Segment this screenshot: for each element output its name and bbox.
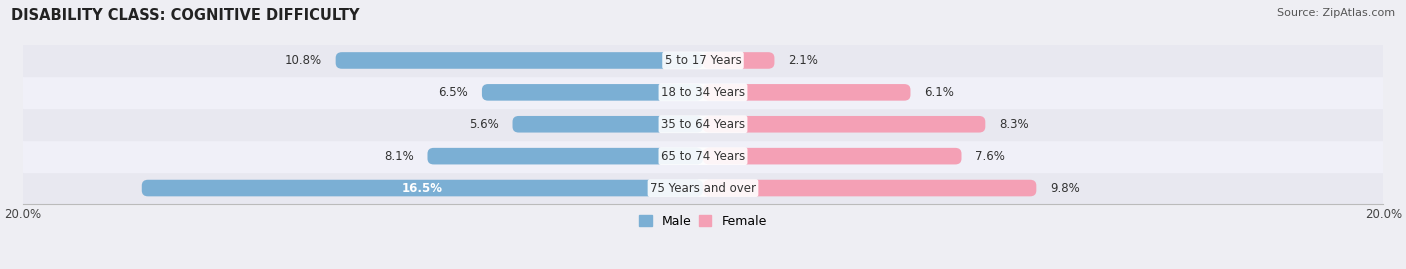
- FancyBboxPatch shape: [703, 180, 1036, 196]
- FancyBboxPatch shape: [142, 180, 703, 196]
- Bar: [22, 44, 1384, 76]
- FancyBboxPatch shape: [482, 84, 703, 101]
- Text: 16.5%: 16.5%: [402, 182, 443, 194]
- Bar: [22, 172, 1384, 204]
- Text: DISABILITY CLASS: COGNITIVE DIFFICULTY: DISABILITY CLASS: COGNITIVE DIFFICULTY: [11, 8, 360, 23]
- Text: 8.3%: 8.3%: [998, 118, 1029, 131]
- Text: 35 to 64 Years: 35 to 64 Years: [661, 118, 745, 131]
- Text: 2.1%: 2.1%: [787, 54, 818, 67]
- Bar: [22, 108, 1384, 140]
- Text: 6.5%: 6.5%: [439, 86, 468, 99]
- FancyBboxPatch shape: [703, 84, 911, 101]
- Text: 65 to 74 Years: 65 to 74 Years: [661, 150, 745, 163]
- FancyBboxPatch shape: [336, 52, 703, 69]
- Text: 8.1%: 8.1%: [384, 150, 413, 163]
- Bar: [22, 140, 1384, 172]
- Text: 10.8%: 10.8%: [285, 54, 322, 67]
- Bar: [22, 76, 1384, 108]
- Text: 18 to 34 Years: 18 to 34 Years: [661, 86, 745, 99]
- FancyBboxPatch shape: [703, 116, 986, 133]
- Text: 6.1%: 6.1%: [924, 86, 953, 99]
- FancyBboxPatch shape: [427, 148, 703, 164]
- Text: 7.6%: 7.6%: [976, 150, 1005, 163]
- Text: 5 to 17 Years: 5 to 17 Years: [665, 54, 741, 67]
- Text: 75 Years and over: 75 Years and over: [650, 182, 756, 194]
- Text: Source: ZipAtlas.com: Source: ZipAtlas.com: [1277, 8, 1395, 18]
- Text: 5.6%: 5.6%: [470, 118, 499, 131]
- FancyBboxPatch shape: [703, 52, 775, 69]
- FancyBboxPatch shape: [703, 148, 962, 164]
- Text: 9.8%: 9.8%: [1050, 182, 1080, 194]
- FancyBboxPatch shape: [513, 116, 703, 133]
- Legend: Male, Female: Male, Female: [634, 210, 772, 233]
